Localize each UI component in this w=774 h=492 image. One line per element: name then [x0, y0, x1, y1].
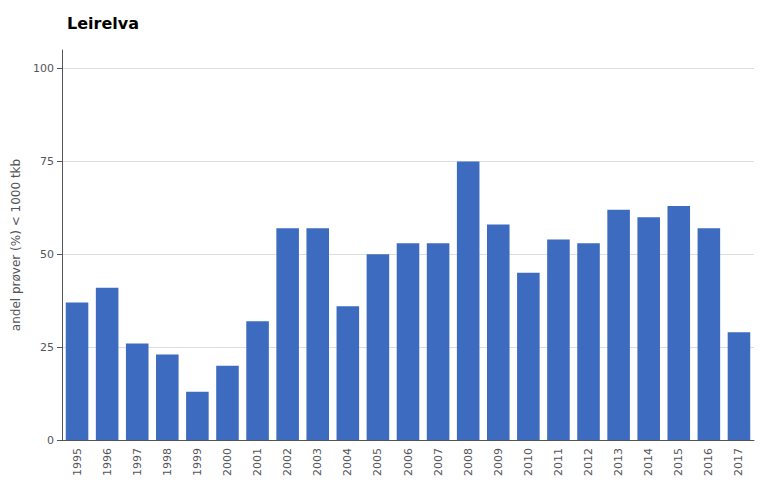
svg-text:2013: 2013: [612, 448, 625, 476]
svg-text:2009: 2009: [492, 448, 505, 476]
svg-text:2003: 2003: [311, 448, 324, 476]
svg-text:2001: 2001: [251, 448, 264, 476]
svg-text:2011: 2011: [552, 448, 565, 476]
svg-text:andel prøver (%) < 1000 tkb: andel prøver (%) < 1000 tkb: [9, 159, 23, 331]
svg-text:2015: 2015: [672, 448, 685, 476]
svg-text:2002: 2002: [281, 448, 294, 476]
svg-text:2016: 2016: [702, 448, 715, 476]
svg-text:1995: 1995: [71, 448, 84, 476]
svg-text:2008: 2008: [462, 448, 475, 476]
svg-text:2010: 2010: [522, 448, 535, 476]
svg-text:25: 25: [40, 341, 54, 354]
svg-text:2014: 2014: [642, 448, 655, 476]
svg-text:1998: 1998: [161, 448, 174, 476]
svg-text:2007: 2007: [432, 448, 445, 476]
svg-text:2006: 2006: [402, 448, 415, 476]
svg-text:1997: 1997: [131, 448, 144, 476]
svg-text:75: 75: [40, 155, 54, 168]
svg-text:2000: 2000: [221, 448, 234, 476]
svg-text:2012: 2012: [582, 448, 595, 476]
svg-text:2005: 2005: [371, 448, 384, 476]
svg-text:1996: 1996: [101, 448, 114, 476]
svg-text:1999: 1999: [191, 448, 204, 476]
svg-text:0: 0: [47, 434, 54, 447]
svg-text:2004: 2004: [341, 448, 354, 476]
svg-text:Leirelva: Leirelva: [67, 14, 139, 33]
svg-text:2017: 2017: [732, 448, 745, 476]
svg-text:100: 100: [33, 62, 54, 75]
svg-text:50: 50: [40, 248, 54, 261]
